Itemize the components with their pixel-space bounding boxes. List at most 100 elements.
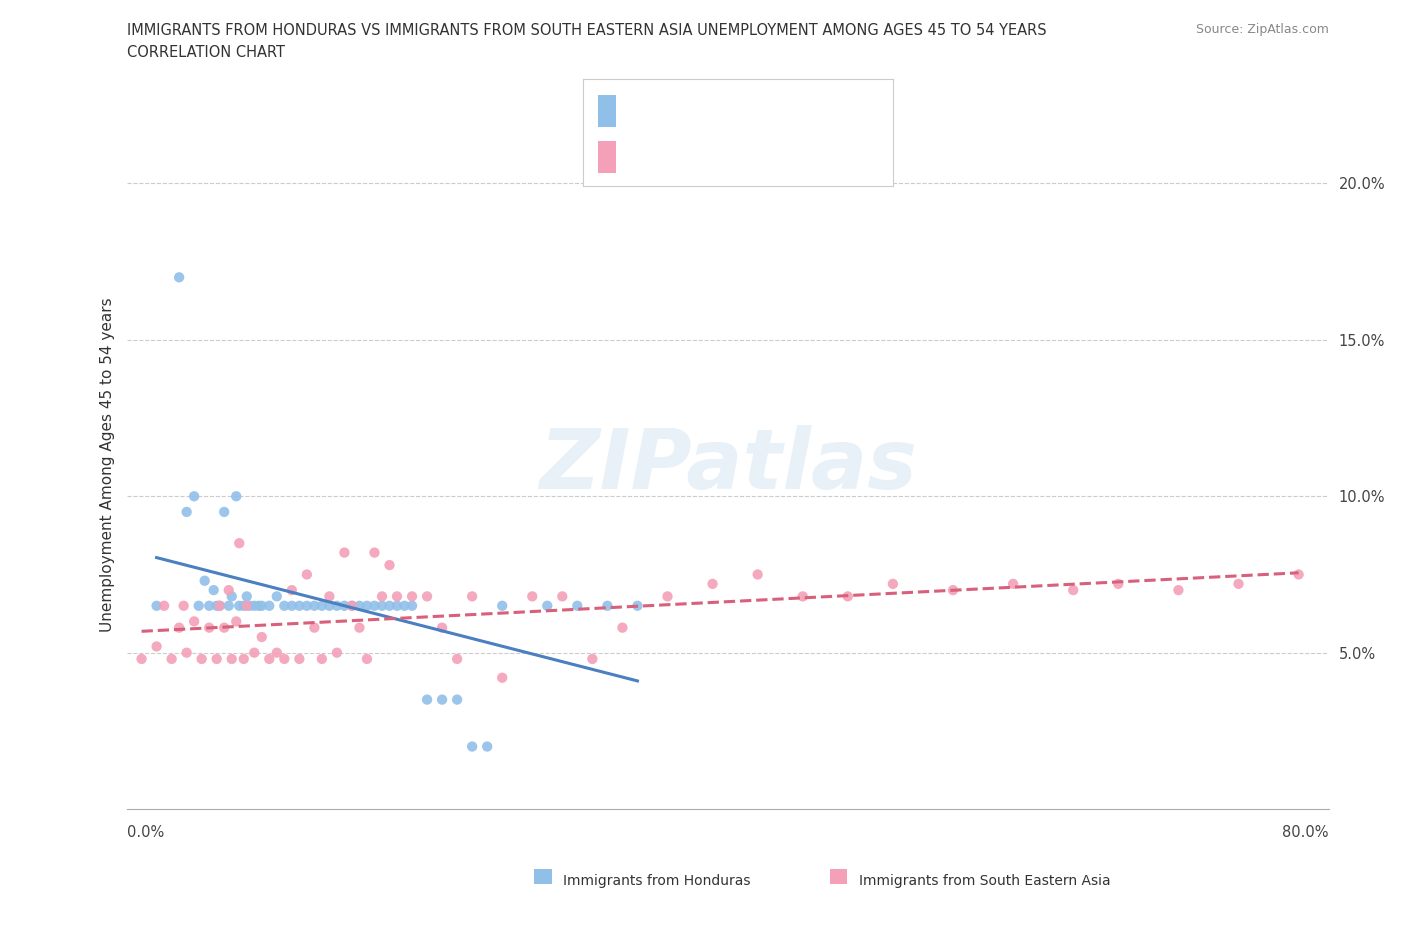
Point <box>371 598 394 613</box>
Point <box>349 620 371 635</box>
Point <box>304 620 326 635</box>
Point <box>371 589 394 604</box>
Point <box>273 652 295 667</box>
Point <box>228 598 250 613</box>
Point <box>491 671 513 685</box>
Point <box>430 620 453 635</box>
Point <box>273 598 295 613</box>
Point <box>1062 583 1084 598</box>
Point <box>385 589 408 604</box>
Point <box>1167 583 1189 598</box>
Point <box>1002 577 1025 591</box>
Point <box>311 598 333 613</box>
Point <box>212 620 235 635</box>
Point <box>259 598 281 613</box>
Point <box>304 598 326 613</box>
Point <box>176 645 198 660</box>
Point <box>281 583 304 598</box>
Point <box>288 598 311 613</box>
Point <box>212 504 235 519</box>
Point <box>1107 577 1129 591</box>
Point <box>702 577 724 591</box>
Point <box>208 598 231 613</box>
Point <box>385 598 408 613</box>
Point <box>221 589 243 604</box>
Point <box>333 598 356 613</box>
Point <box>232 598 254 613</box>
Point <box>243 598 266 613</box>
Point <box>340 598 363 613</box>
Text: ZIPatlas: ZIPatlas <box>538 424 917 506</box>
Point <box>581 652 603 667</box>
Point <box>792 589 814 604</box>
Text: CORRELATION CHART: CORRELATION CHART <box>127 45 284 60</box>
Point <box>295 598 318 613</box>
Point <box>183 489 205 504</box>
Point <box>208 598 231 613</box>
Point <box>250 598 273 613</box>
Point <box>221 652 243 667</box>
Point <box>626 598 648 613</box>
Point <box>225 489 247 504</box>
Point <box>475 739 498 754</box>
Point <box>250 630 273 644</box>
Point <box>259 652 281 667</box>
Point <box>145 598 167 613</box>
Point <box>225 614 247 629</box>
Point <box>522 589 544 604</box>
Point <box>266 589 288 604</box>
Y-axis label: Unemployment Among Ages 45 to 54 years: Unemployment Among Ages 45 to 54 years <box>100 298 115 632</box>
Point <box>340 598 363 613</box>
Point <box>247 598 270 613</box>
Point <box>401 598 423 613</box>
Point <box>239 598 262 613</box>
Point <box>190 652 212 667</box>
Point <box>198 620 221 635</box>
Point <box>194 573 217 588</box>
Point <box>657 589 679 604</box>
Point <box>363 598 385 613</box>
Point <box>311 652 333 667</box>
Point <box>176 504 198 519</box>
Point <box>235 589 259 604</box>
Point <box>536 598 558 613</box>
Point <box>160 652 183 667</box>
Point <box>235 598 259 613</box>
Point <box>145 639 167 654</box>
Point <box>218 583 240 598</box>
Text: Immigrants from South Eastern Asia: Immigrants from South Eastern Asia <box>859 874 1111 888</box>
Point <box>205 652 228 667</box>
Point <box>266 645 288 660</box>
Point <box>416 589 439 604</box>
Point <box>243 645 266 660</box>
Point <box>326 645 349 660</box>
Text: Immigrants from Honduras: Immigrants from Honduras <box>564 874 751 888</box>
Point <box>461 739 484 754</box>
Point <box>1288 567 1310 582</box>
Point <box>318 589 340 604</box>
Text: R = -0.024   N = 62: R = -0.024 N = 62 <box>624 150 775 165</box>
Point <box>153 598 176 613</box>
Point <box>318 598 340 613</box>
Point <box>218 598 240 613</box>
Point <box>551 589 574 604</box>
Text: 0.0%: 0.0% <box>127 825 163 840</box>
Point <box>363 545 385 560</box>
Point <box>295 567 318 582</box>
Point <box>198 598 221 613</box>
Point <box>205 598 228 613</box>
Point <box>173 598 195 613</box>
Point <box>378 598 401 613</box>
Point <box>596 598 619 613</box>
Point <box>837 589 859 604</box>
Text: R =  0.055   N = 51: R = 0.055 N = 51 <box>624 103 773 119</box>
Point <box>942 583 965 598</box>
Text: Source: ZipAtlas.com: Source: ZipAtlas.com <box>1195 23 1329 36</box>
Point <box>567 598 589 613</box>
Point <box>356 652 378 667</box>
Point <box>446 692 468 707</box>
Point <box>349 598 371 613</box>
Point <box>232 652 254 667</box>
Point <box>401 589 423 604</box>
Point <box>202 583 225 598</box>
